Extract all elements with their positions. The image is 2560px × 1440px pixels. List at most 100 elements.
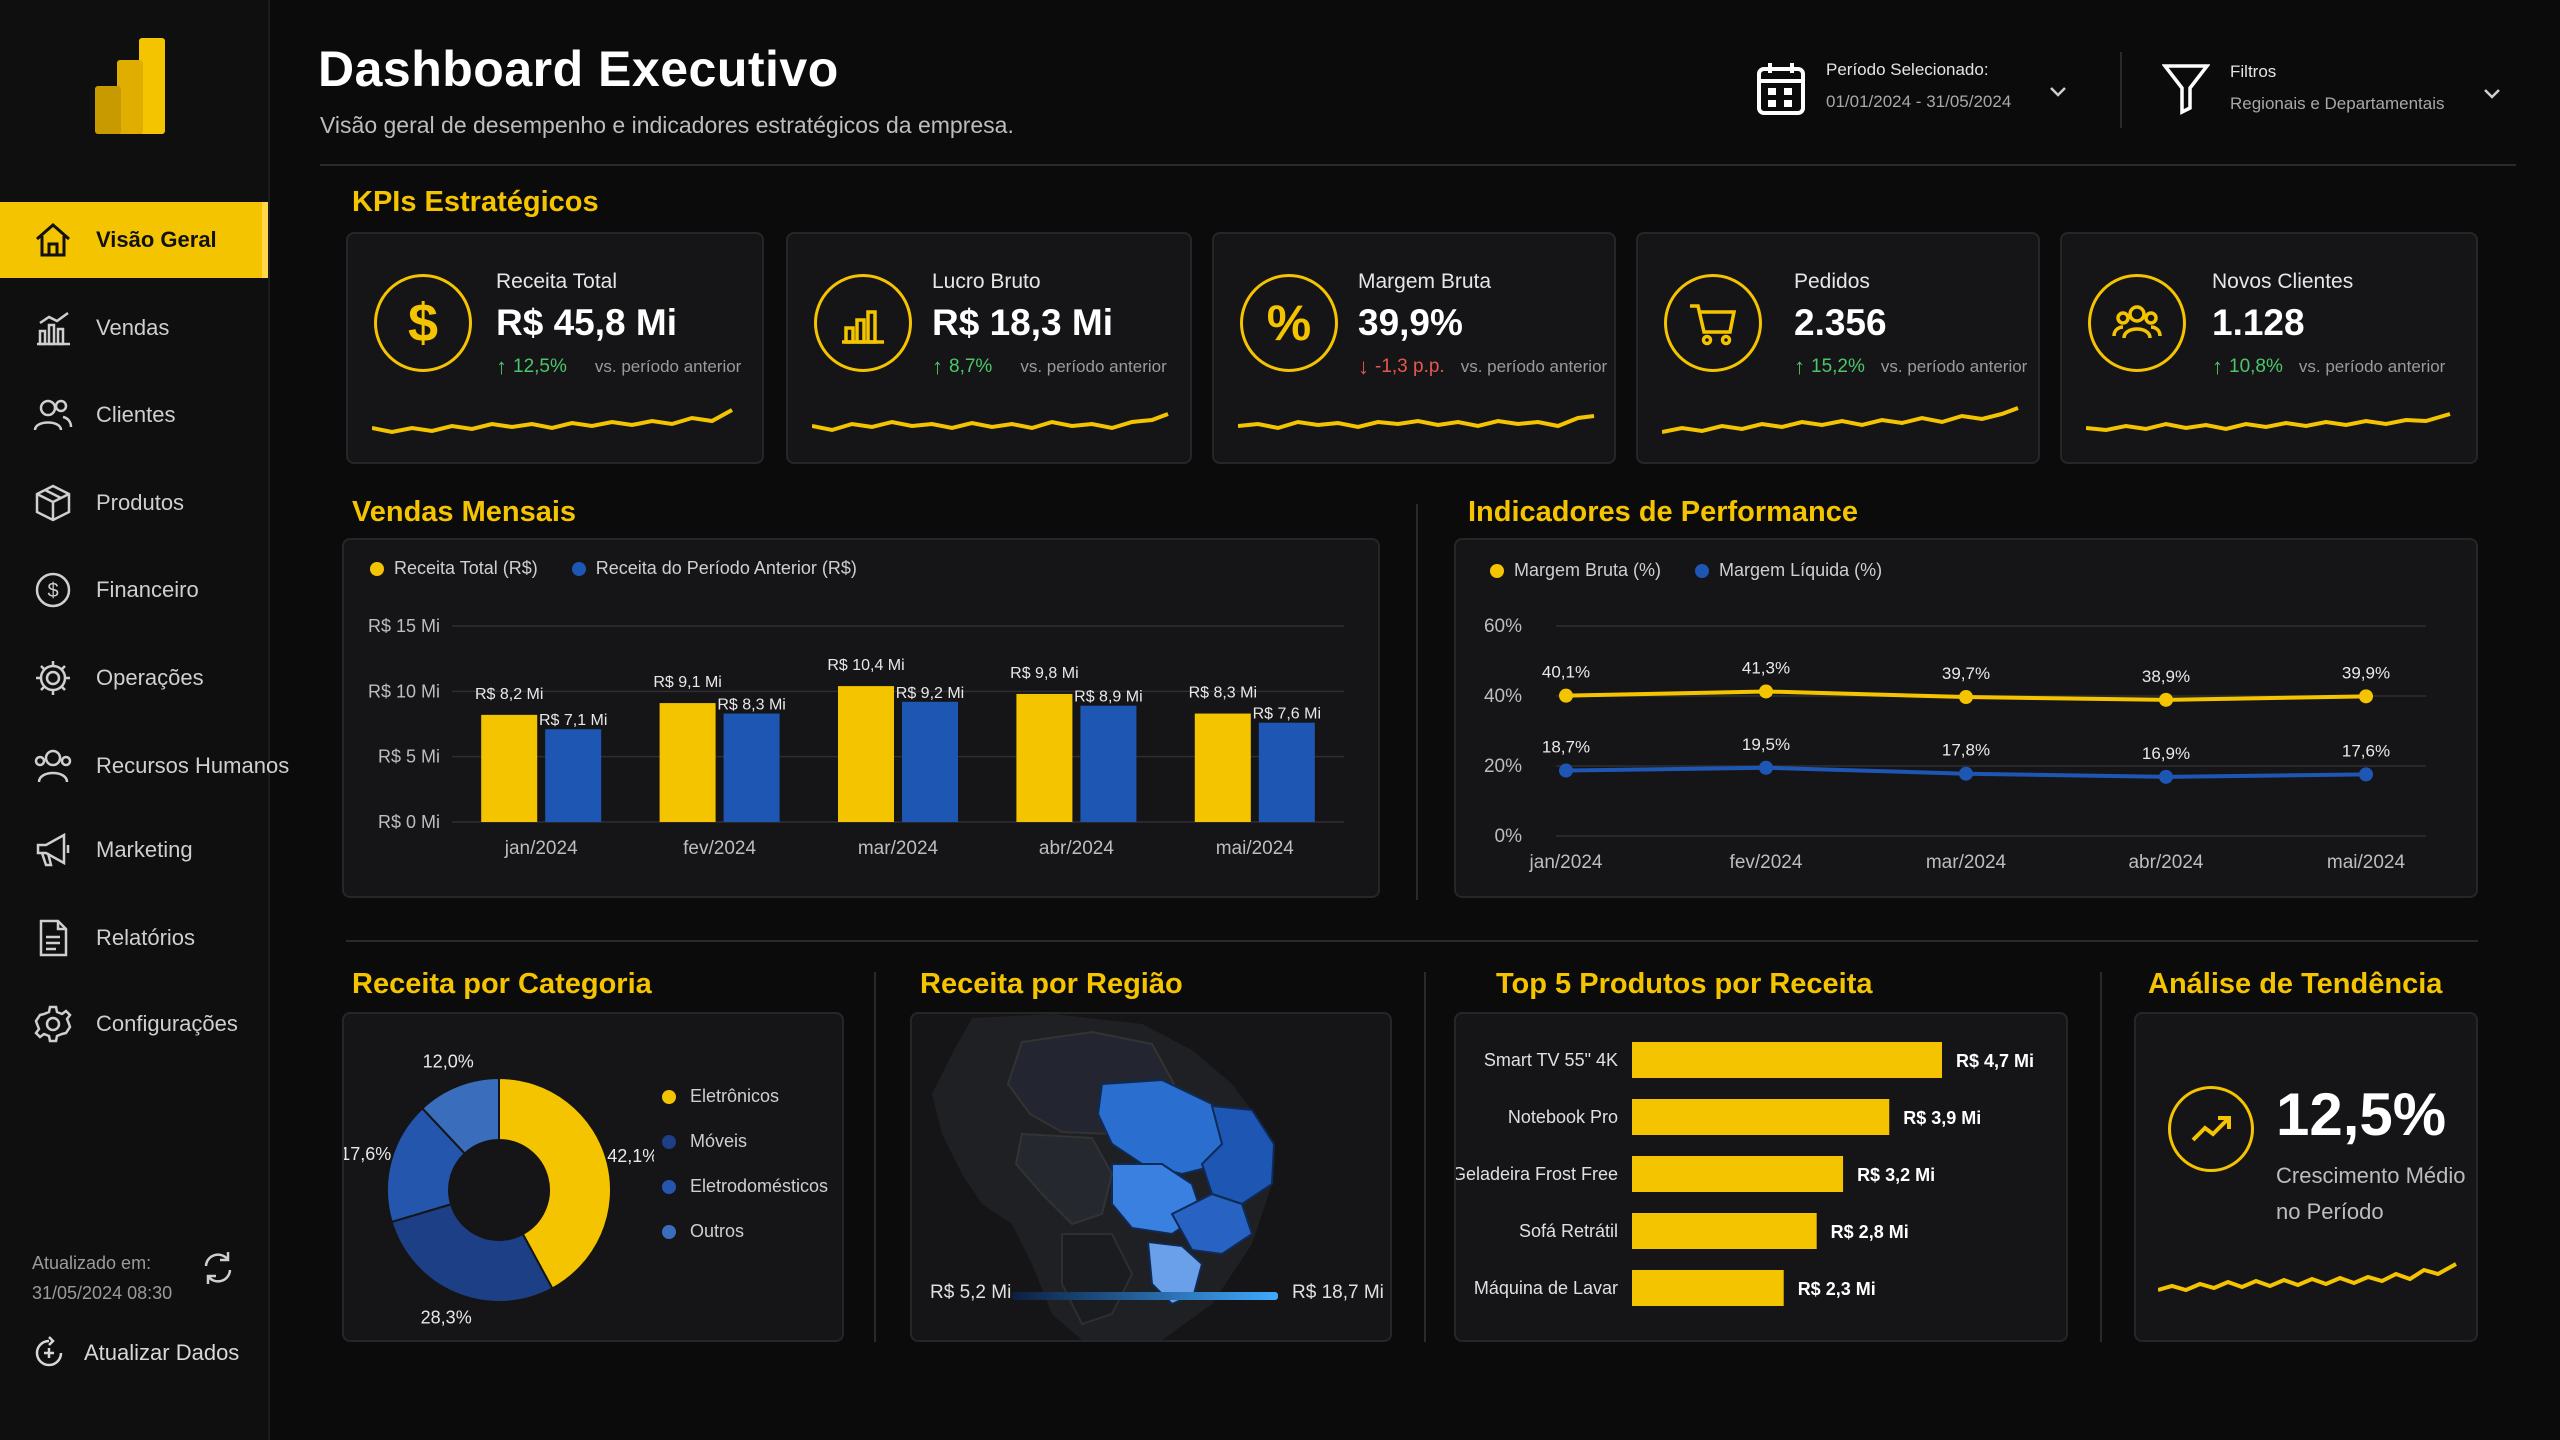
arrow-up-icon: ↑	[2212, 354, 2223, 379]
product-label: Smart TV 55" 4K	[1484, 1050, 1618, 1070]
sidebar-item-label: Financeiro	[96, 577, 199, 602]
kpi-sparkline	[372, 408, 733, 435]
kpi-delta: ↑ 12,5% vs. período anterior	[496, 354, 741, 380]
kpi-card-margem-bruta[interactable]: % Margem Bruta 39,9% ↓ -1,3 p.p. vs. perío…	[1212, 232, 1616, 464]
bar-data-label: R$ 9,1 Mi	[653, 674, 721, 691]
sidebar-item-recursos-humanos[interactable]: Recursos Humanos	[0, 728, 289, 804]
settings-icon	[34, 1005, 72, 1043]
calendar-icon	[1757, 63, 1805, 115]
bar	[1080, 705, 1137, 822]
sidebar-item-configuracoes[interactable]: Configurações	[0, 986, 268, 1062]
slice-label: 42,1%	[607, 1146, 654, 1166]
product-label: Geladeira Frost Free	[1456, 1164, 1618, 1184]
sidebar-item-financeiro[interactable]: $ Financeiro	[0, 552, 268, 628]
filters-selector[interactable]: Filtros Regionais e Departamentais	[2162, 62, 2503, 116]
kpi-card-novos-clientes[interactable]: Novos Clientes 1.128 ↑ 10,8% vs. período a…	[2060, 232, 2478, 464]
sidebar-item-visao-geral[interactable]: Visão Geral	[0, 202, 268, 278]
trending-up-icon	[2168, 1086, 2254, 1172]
document-icon	[39, 919, 68, 957]
legend-item-gross: Margem Bruta (%)	[1490, 560, 1661, 581]
cart-icon	[1664, 274, 1762, 372]
chevron-down-icon	[2483, 89, 2500, 99]
category-donut-chart: 42,1% 28,3% 17,6% 12,0%	[344, 1052, 654, 1328]
section-divider	[1424, 972, 1426, 1342]
x-tick-label: mai/2024	[2327, 852, 2406, 873]
kpi-delta-value: -1,3 p.p.	[1375, 356, 1445, 377]
kpi-card-pedidos[interactable]: Pedidos 2.356 ↑ 15,2% vs. período anterior	[1636, 232, 2040, 464]
sidebar-item-produtos[interactable]: Produtos	[0, 465, 268, 541]
kpi-delta: ↓ -1,3 p.p. vs. período anterior	[1358, 354, 1607, 380]
legend-label: Receita Total (R$)	[394, 558, 538, 578]
bar-data-label: R$ 8,9 Mi	[1074, 689, 1142, 706]
top-products-title: Top 5 Produtos por Receita	[1496, 968, 1873, 1000]
bar-data-label: R$ 8,3 Mi	[717, 697, 785, 714]
line-point	[2159, 769, 2173, 784]
donut-slice	[420, 1076, 500, 1155]
x-tick-label: jan/2024	[504, 838, 578, 859]
gear-icon	[36, 661, 70, 695]
region-panel: R$ 5,2 Mi R$ 18,7 Mi	[910, 1012, 1392, 1342]
sidebar-item-operacoes[interactable]: Operações	[0, 640, 268, 716]
bar	[481, 714, 538, 822]
kpi-card-receita-total[interactable]: $ Receita Total R$ 45,8 Mi ↑ 12,5% vs. per…	[346, 232, 764, 464]
middle-divider	[346, 940, 2478, 942]
dollar-icon: $	[374, 274, 472, 372]
kpi-sparkline	[812, 412, 1169, 433]
legend-label: Eletrodomésticos	[690, 1176, 829, 1196]
line-point	[1759, 760, 1773, 775]
kpi-sparkline	[1662, 406, 2019, 434]
sidebar-item-marketing[interactable]: Marketing	[0, 812, 268, 888]
page-title: Dashboard Executivo	[318, 41, 839, 97]
sidebar-item-clientes[interactable]: Clientes	[0, 377, 268, 453]
product-value-label: R$ 3,9 Mi	[1903, 1108, 1981, 1128]
product-value-label: R$ 3,2 Mi	[1857, 1165, 1935, 1185]
category-panel: 42,1% 28,3% 17,6% 12,0% Eletrônicos Móveis …	[342, 1012, 844, 1342]
megaphone-icon	[36, 832, 70, 867]
kpi-delta: ↑ 15,2% vs. período anterior	[1794, 354, 2027, 380]
kpi-comparison: vs. período anterior	[1880, 357, 2028, 376]
product-value-label: R$ 4,7 Mi	[1956, 1051, 2034, 1071]
bar-data-label: R$ 7,6 Mi	[1253, 706, 1321, 723]
users-icon	[33, 399, 73, 431]
arrow-down-icon: ↓	[1358, 354, 1369, 379]
monthly-sales-title: Vendas Mensais	[352, 496, 577, 528]
kpi-comparison: vs. período anterior	[2298, 357, 2446, 376]
kpi-delta: ↑ 10,8% vs. período anterior	[2212, 354, 2445, 380]
users-icon	[2088, 274, 2186, 372]
percent-icon: %	[1240, 274, 1338, 372]
period-selector[interactable]: Período Selecionado: 01/01/2024 - 31/05/…	[1756, 60, 2069, 118]
sparkline-path	[372, 408, 733, 435]
legend-item-eletrodomesticos: Eletrodomésticos	[662, 1176, 828, 1197]
performance-legend: Margem Bruta (%) Margem Líquida (%)	[1490, 560, 1882, 581]
product-bar	[1632, 1213, 1817, 1249]
bar	[838, 686, 894, 822]
bar	[1016, 693, 1073, 822]
product-value-label: R$ 2,3 Mi	[1798, 1279, 1876, 1299]
section-divider	[874, 972, 876, 1342]
brazil-map[interactable]	[912, 1014, 1390, 1340]
donut-slice	[390, 1203, 554, 1303]
trend-title: Análise de Tendência	[2148, 968, 2443, 1000]
kpi-value: R$ 18,3 Mi	[932, 302, 1113, 343]
refresh-icon[interactable]	[198, 1248, 238, 1288]
kpi-card-lucro-bruto[interactable]: Lucro Bruto R$ 18,3 Mi ↑ 8,7% vs. período …	[786, 232, 1192, 464]
x-tick-label: mar/2024	[1926, 852, 2007, 873]
svg-text:$: $	[47, 580, 58, 602]
point-data-label: 17,8%	[1942, 741, 1990, 760]
kpi-label: Receita Total	[496, 270, 618, 293]
kpi-label: Novos Clientes	[2212, 270, 2354, 293]
sidebar-item-relatorios[interactable]: Relatórios	[0, 900, 268, 976]
refresh-circle-icon	[35, 1336, 63, 1367]
y-tick-label: R$ 5 Mi	[378, 747, 440, 767]
region-min-label: R$ 5,2 Mi	[930, 1282, 1012, 1303]
home-icon	[36, 223, 70, 257]
refresh-data-button[interactable]: Atualizar Dados	[32, 1336, 239, 1370]
sidebar-item-vendas[interactable]: Vendas	[0, 290, 268, 366]
y-tick-label: 40%	[1484, 686, 1522, 707]
line-point	[1559, 763, 1573, 778]
sparkline-path	[1238, 414, 1595, 431]
kpi-delta: ↑ 8,7% vs. período anterior	[932, 354, 1167, 380]
bar	[545, 729, 602, 822]
sidebar-item-label: Relatórios	[96, 925, 196, 950]
performance-panel: Margem Bruta (%) Margem Líquida (%) 0% 20…	[1454, 538, 2478, 898]
